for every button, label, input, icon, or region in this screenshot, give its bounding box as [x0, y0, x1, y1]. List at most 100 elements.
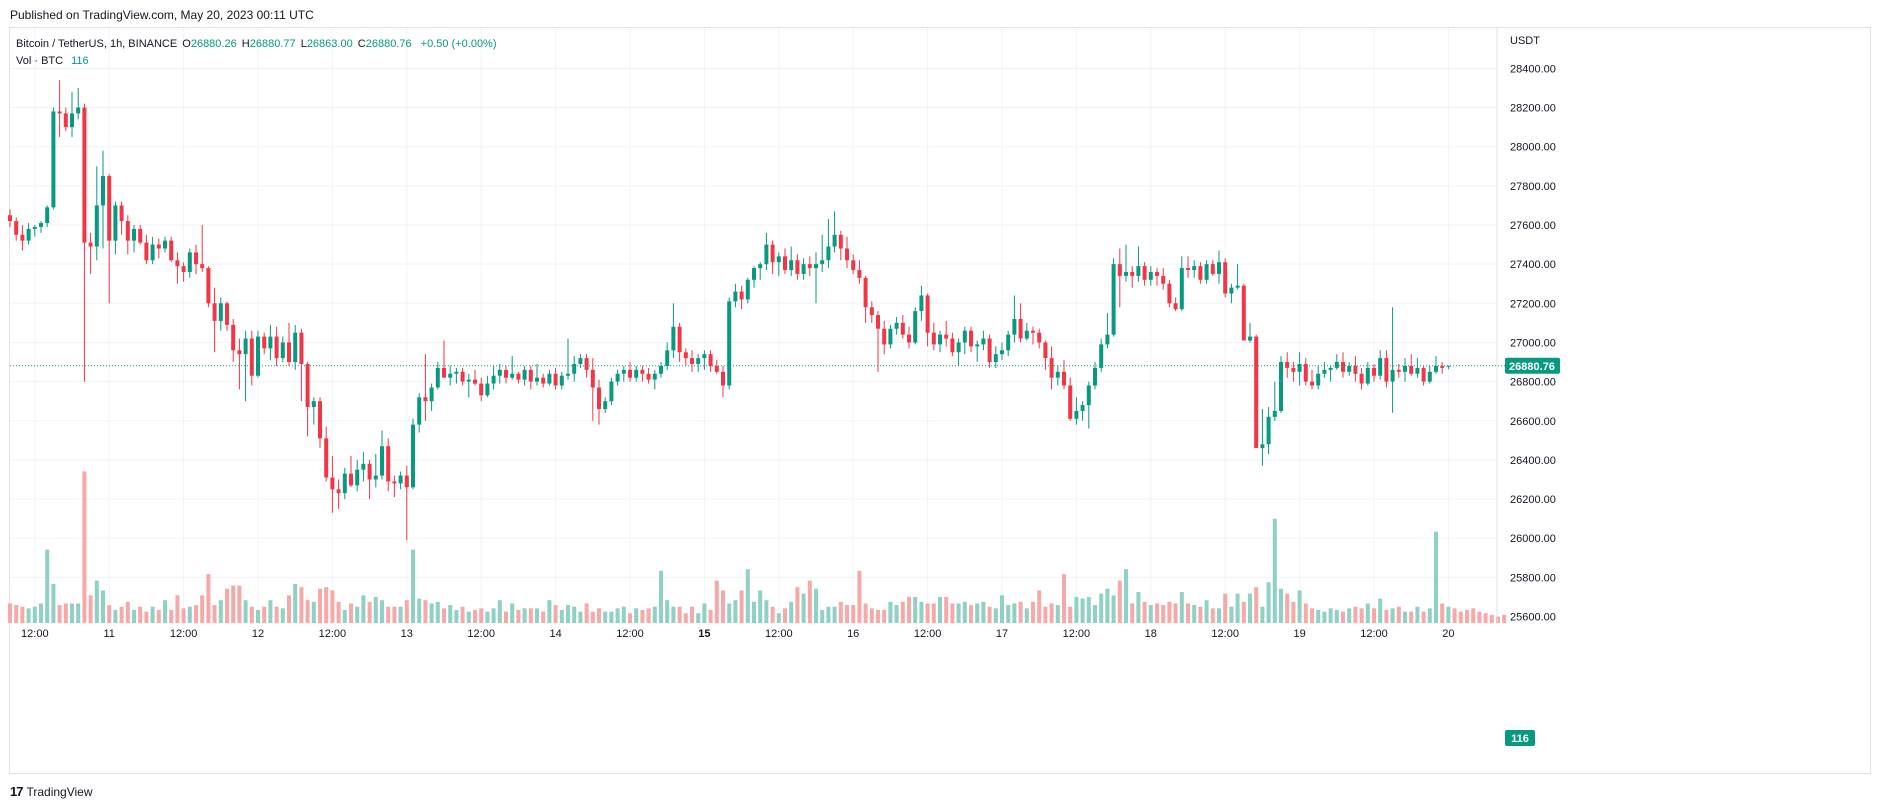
volume-bar — [683, 613, 688, 623]
volume-bar — [962, 601, 967, 623]
y-tick-label: 27000.00 — [1510, 337, 1556, 349]
candle-body — [411, 424, 415, 488]
candle-body — [993, 354, 998, 363]
candle-body — [1266, 416, 1271, 445]
candle-body — [287, 342, 291, 363]
symbol-title[interactable]: Bitcoin / TetherUS, 1h, BINANCE — [16, 38, 178, 50]
candle-body — [212, 303, 217, 321]
volume-bar — [1471, 608, 1476, 623]
candle-body — [646, 373, 651, 380]
candle-body — [94, 205, 99, 247]
candle-body — [677, 326, 682, 353]
volume-bar — [981, 601, 986, 623]
candle-body — [522, 369, 527, 380]
volume-bar — [969, 605, 973, 623]
volume-bar — [76, 603, 81, 623]
volume-bar — [485, 611, 490, 623]
volume-bar — [535, 608, 539, 623]
candle-body — [1167, 283, 1172, 304]
candle-body — [1142, 266, 1147, 280]
candle-body — [876, 315, 880, 329]
candle-body — [1248, 336, 1252, 341]
volume-bar — [169, 609, 174, 623]
volume-bar — [324, 587, 329, 623]
volume-bar — [1279, 588, 1283, 623]
volume-bar — [1217, 608, 1221, 623]
volume-bar — [243, 600, 248, 623]
volume-bar — [882, 609, 887, 623]
candle-body — [392, 481, 397, 484]
candle-body — [380, 446, 384, 476]
volume-bar — [956, 603, 961, 623]
candle-body — [435, 367, 440, 388]
volume-bar — [194, 605, 198, 623]
volume-bar — [528, 608, 533, 623]
candle-body — [163, 240, 167, 249]
candle-body — [770, 244, 775, 263]
price-axis-currency-label: USDT — [1510, 35, 1540, 47]
volume-bar — [1260, 606, 1265, 623]
candle-body — [882, 328, 887, 345]
candle-body — [181, 266, 186, 272]
volume-bar — [1136, 592, 1141, 623]
candle-body — [702, 354, 707, 359]
candle-body — [603, 401, 608, 410]
candle-body — [919, 295, 924, 312]
candle-body — [1229, 287, 1234, 294]
volume-bar — [584, 603, 589, 623]
candle-body — [925, 295, 930, 333]
volume-bar — [572, 606, 577, 623]
candle-body — [727, 301, 732, 386]
volume-bar — [1365, 603, 1370, 623]
candle-body — [1192, 266, 1197, 271]
candle-body — [776, 256, 781, 263]
candle-body — [1049, 358, 1054, 378]
volume-bar — [491, 608, 496, 623]
volume-bar — [541, 611, 546, 623]
candle-body — [981, 338, 986, 345]
candle-body — [1415, 367, 1420, 374]
candle-body — [758, 264, 763, 269]
volume-bar — [820, 609, 825, 623]
candle-body — [262, 336, 267, 349]
x-tick-label: 16 — [847, 628, 859, 640]
candle-body — [1241, 285, 1246, 341]
volume-bar — [510, 603, 515, 623]
candle-body — [404, 475, 409, 488]
volume-bar — [249, 606, 254, 623]
volume-bar — [1353, 606, 1358, 623]
volume-bar — [1068, 606, 1073, 623]
candle-body — [900, 322, 905, 335]
candle-body — [32, 226, 37, 229]
volume-bar — [869, 608, 874, 623]
candle-body — [907, 334, 911, 343]
volume-bar — [1198, 606, 1203, 623]
chart-frame[interactable] — [9, 27, 1871, 774]
x-tick-label: 12:00 — [914, 628, 942, 640]
volume-bars — [8, 471, 1507, 623]
volume-bar — [1310, 608, 1314, 623]
tradingview-logo[interactable]: 17 TradingView — [10, 784, 93, 799]
candle-body — [1421, 367, 1426, 382]
candle-body — [504, 369, 508, 378]
candle-body — [361, 463, 366, 470]
volume-label[interactable]: Vol · BTC — [16, 55, 64, 67]
candle-body — [1117, 264, 1122, 276]
volume-bar — [1434, 531, 1438, 623]
volume-bar — [1415, 606, 1420, 623]
candle-body — [863, 277, 868, 308]
volume-bar — [218, 600, 223, 623]
low-label: L — [300, 38, 307, 50]
candle-body — [888, 328, 893, 345]
volume-value: 116 — [71, 55, 89, 67]
volume-bar — [1155, 603, 1159, 623]
volume-bar — [26, 608, 31, 623]
x-tick-label: 17 — [996, 628, 1008, 640]
volume-bar — [119, 606, 124, 623]
volume-bar — [187, 606, 192, 623]
volume-bar — [1291, 601, 1296, 623]
candle-body — [299, 332, 304, 364]
candle-body — [690, 358, 694, 364]
candle-body — [1378, 358, 1383, 376]
